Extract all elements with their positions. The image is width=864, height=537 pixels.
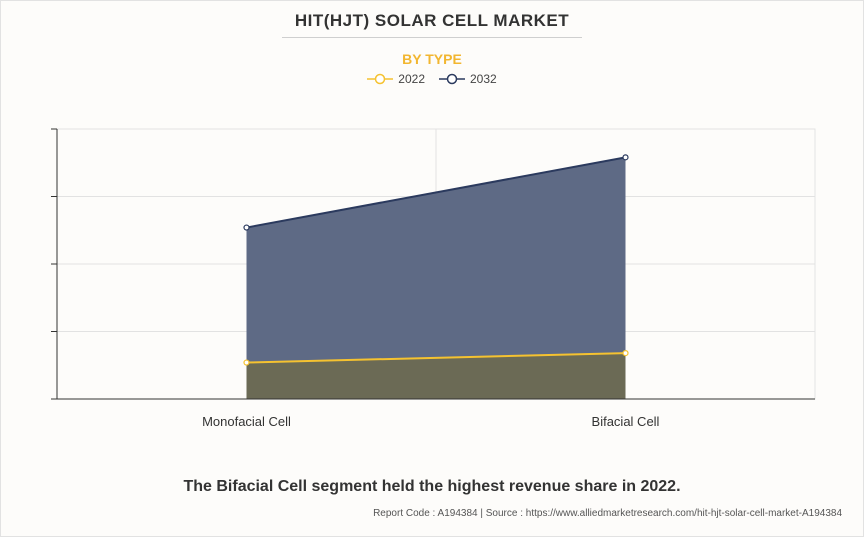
point-2022-0 — [243, 359, 250, 366]
line-2032 — [246, 156, 626, 229]
area-2032 — [246, 157, 626, 399]
x-tick-label-1: Bifacial Cell — [592, 414, 660, 429]
line-2022 — [246, 352, 626, 364]
chart-title: HIT(HJT) SOLAR CELL MARKET — [294, 11, 570, 30]
source-note: Report Code : A194384 | Source : https:/… — [373, 508, 842, 519]
area-2022 — [246, 353, 626, 399]
legend-swatch-2022 — [367, 73, 394, 85]
legend-item-2022[interactable]: 2022 — [367, 72, 425, 86]
title-divider — [282, 37, 582, 38]
point-2032-1 — [622, 154, 629, 161]
legend-item-2032[interactable]: 2032 — [439, 72, 497, 86]
legend: 2022 2032 — [0, 72, 864, 86]
area-chart: Monofacial Cell Bifacial Cell — [51, 128, 816, 429]
legend-swatch-2032 — [439, 73, 465, 85]
x-tick-label-0: Monofacial Cell — [202, 414, 291, 429]
point-2022-1 — [622, 350, 629, 357]
legend-label-2022: 2022 — [398, 72, 425, 86]
legend-label-2032: 2032 — [470, 72, 497, 86]
chart-subtitle: BY TYPE — [402, 51, 462, 67]
point-2032-0 — [243, 224, 250, 231]
chart-caption: The Bifacial Cell segment held the highe… — [183, 478, 681, 495]
